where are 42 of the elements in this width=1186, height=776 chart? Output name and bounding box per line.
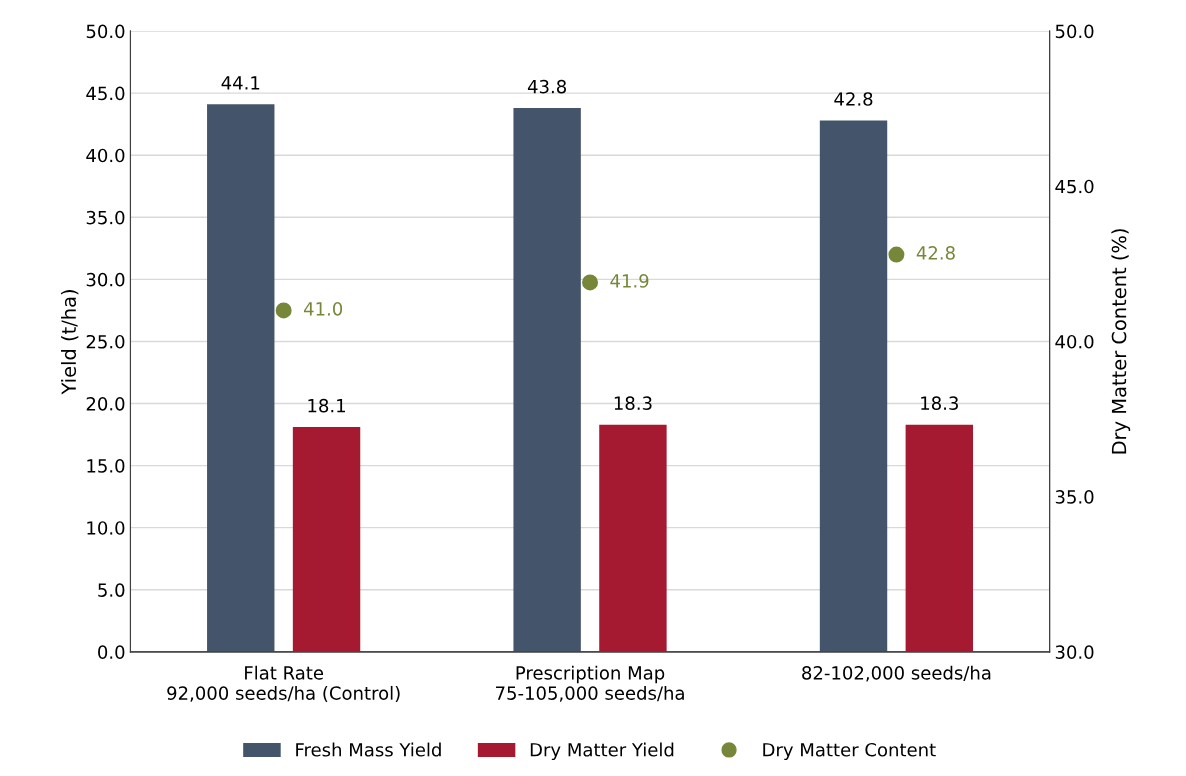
y-tick-label: 25.0 — [86, 334, 125, 349]
y2-tick-label: 30.0 — [1055, 645, 1094, 659]
y-tick-label: 0.0 — [98, 645, 125, 659]
x-tick-label: 82-102,000 seeds/ha — [802, 665, 991, 682]
y-tick-label: 35.0 — [86, 210, 125, 225]
y-tick-label: 50.0 — [86, 24, 125, 39]
bar — [819, 120, 888, 652]
legend-label: Dry Matter Content — [763, 742, 936, 761]
point — [582, 274, 599, 291]
data-label: 41.0 — [303, 301, 343, 316]
y-tick-label: 40.0 — [86, 148, 125, 163]
y2-tick-label: 35.0 — [1055, 490, 1094, 504]
bar — [513, 108, 581, 652]
bar — [905, 424, 974, 652]
y2-tick-label: 45.0 — [1055, 179, 1094, 194]
legend-label: Dry Matter Yield — [530, 742, 674, 761]
y-tick-label: 5.0 — [98, 583, 125, 597]
y-tick-label: 30.0 — [86, 272, 125, 287]
x-tick-label: Flat Rate 92,000 seeds/ha (Control) — [167, 665, 400, 703]
data-label: 44.1 — [221, 76, 260, 90]
point — [275, 302, 292, 319]
y2-tick-label: 40.0 — [1055, 334, 1094, 349]
data-label: 42.8 — [834, 92, 873, 106]
bar — [599, 424, 667, 652]
y-tick-label: 10.0 — [87, 521, 125, 535]
y-axis-title: Yield (t/ha) — [61, 290, 79, 395]
data-label: 18.3 — [921, 396, 958, 411]
data-label: 43.8 — [527, 79, 567, 94]
point — [888, 246, 905, 263]
y2-axis-title: Dry Matter Content (%) — [1111, 229, 1131, 454]
bar — [292, 427, 361, 652]
data-label: 18.3 — [614, 396, 652, 411]
data-label: 18.1 — [308, 398, 345, 413]
data-label: 42.8 — [916, 246, 955, 260]
y-tick-label: 45.0 — [86, 86, 125, 101]
x-tick-label: Prescription Map 75-105,000 seeds/ha — [496, 665, 684, 702]
bar — [207, 104, 275, 652]
y-tick-label: 15.0 — [87, 459, 125, 473]
y-tick-label: 20.0 — [86, 396, 125, 411]
legend-label: Fresh Mass Yield — [296, 742, 441, 757]
y2-tick-label: 50.0 — [1055, 24, 1094, 39]
data-label: 41.9 — [610, 274, 649, 288]
